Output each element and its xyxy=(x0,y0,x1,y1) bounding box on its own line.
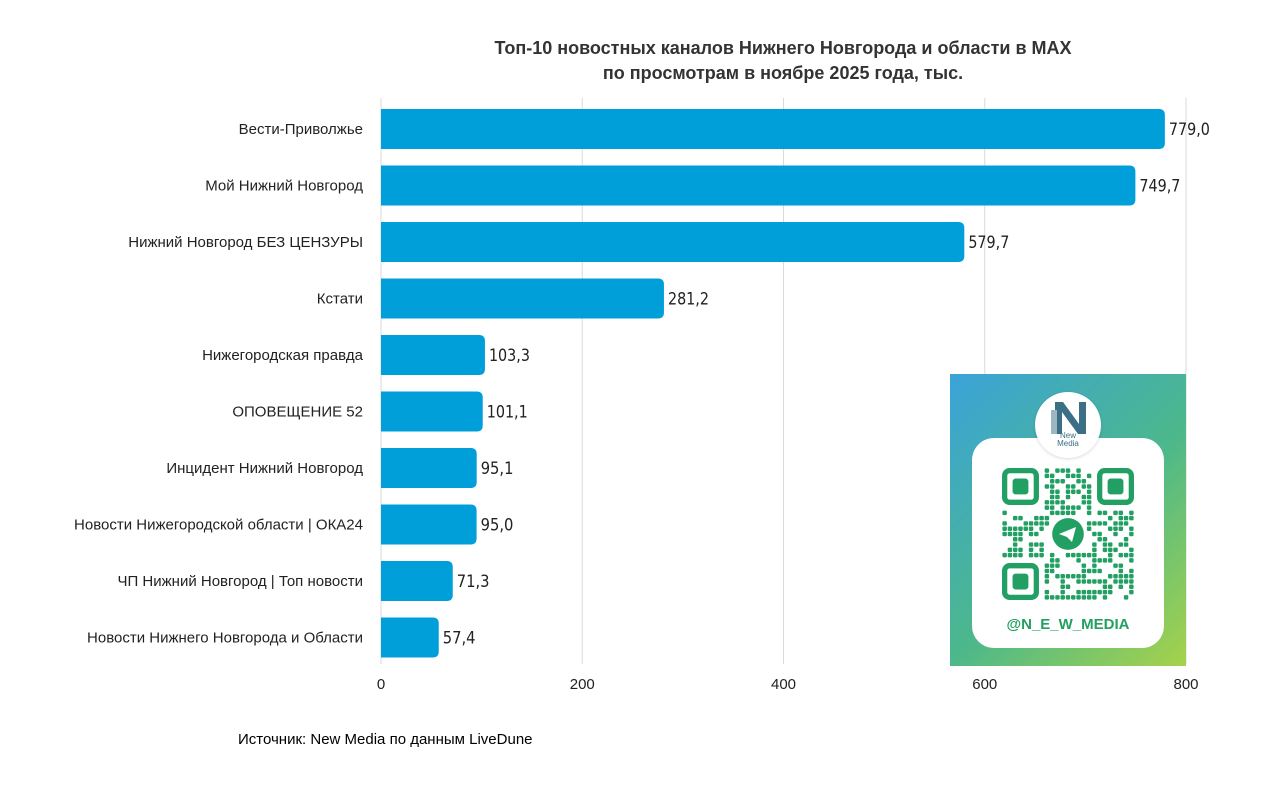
logo-n-icon xyxy=(1051,402,1086,434)
bar-row: Мой Нижний Новгород 749,7 xyxy=(205,165,1180,206)
value-label: 749,7 xyxy=(1139,177,1180,197)
x-axis: 0 200 400 600 800 xyxy=(377,676,1199,693)
category-label: Вести-Приволжье xyxy=(239,121,363,138)
bar xyxy=(381,504,477,545)
value-label: 103,3 xyxy=(489,346,530,366)
value-label: 101,1 xyxy=(487,403,528,423)
bar-row: Инцидент Нижний Новгород 95,1 xyxy=(166,448,513,488)
bar-row: Новости Нижнего Новгорода и Области 57,4 xyxy=(87,617,476,658)
bar-row: Нижегородская правда 103,3 xyxy=(202,335,530,375)
category-label: ЧП Нижний Новгород | Топ новости xyxy=(117,573,363,590)
category-label: Мой Нижний Новгород xyxy=(205,178,363,195)
value-label: 779,0 xyxy=(1169,120,1210,140)
value-label: 71,3 xyxy=(457,572,490,592)
category-label: Новости Нижегородской области | ОКА24 xyxy=(74,517,363,534)
x-tick-label: 600 xyxy=(972,676,997,693)
bar xyxy=(381,448,477,488)
bar xyxy=(381,391,483,432)
x-tick-label: 200 xyxy=(570,676,595,693)
bar-row: ОПОВЕЩЕНИЕ 52 101,1 xyxy=(232,391,528,432)
x-tick-label: 800 xyxy=(1173,676,1198,693)
bar xyxy=(381,278,664,319)
x-tick-label: 0 xyxy=(377,676,385,693)
category-label: Нижний Новгород БЕЗ ЦЕНЗУРЫ xyxy=(128,234,363,251)
chart-title-line-1: Топ-10 новостных каналов Нижнего Новгоро… xyxy=(494,38,1071,58)
bar-row: Кстати 281,2 xyxy=(317,278,709,319)
promo-banner: @N_E_W_MEDIA New Media xyxy=(950,374,1186,666)
value-label: 57,4 xyxy=(443,629,476,649)
bar-row: Новости Нижегородской области | ОКА24 95,… xyxy=(74,504,514,545)
qr-code-icon xyxy=(1002,468,1134,600)
logo-text-line-2: Media xyxy=(1057,439,1079,448)
logo-text-line-1: New xyxy=(1059,431,1076,440)
bar xyxy=(381,335,485,375)
category-label: Кстати xyxy=(317,291,363,308)
chart-title-line-2: по просмотрам в ноябре 2025 года, тыс. xyxy=(603,63,963,83)
bar xyxy=(381,222,965,262)
category-label: Инцидент Нижний Новгород xyxy=(166,460,363,477)
qr-card: @N_E_W_MEDIA xyxy=(972,438,1164,648)
new-media-logo: New Media xyxy=(1035,392,1101,458)
bar xyxy=(381,561,453,601)
bar xyxy=(381,109,1165,149)
bar-row: ЧП Нижний Новгород | Топ новости 71,3 xyxy=(117,561,490,601)
value-label: 579,7 xyxy=(968,233,1009,253)
value-label: 95,0 xyxy=(481,516,514,536)
channel-handle: @N_E_W_MEDIA xyxy=(1006,616,1130,633)
category-label: Нижегородская правда xyxy=(202,347,364,364)
x-tick-label: 400 xyxy=(771,676,796,693)
value-label: 281,2 xyxy=(668,290,709,310)
category-label: Новости Нижнего Новгорода и Области xyxy=(87,630,363,647)
bars: Вести-Приволжье 779,0 Мой Нижний Новгород 7… xyxy=(74,109,1210,658)
bar-row: Вести-Приволжье 779,0 xyxy=(239,109,1210,149)
source-note: Источник: New Media по данным LiveDune xyxy=(238,731,533,748)
bar xyxy=(381,617,439,658)
category-label: ОПОВЕЩЕНИЕ 52 xyxy=(232,404,363,421)
bar-row: Нижний Новгород БЕЗ ЦЕНЗУРЫ 579,7 xyxy=(128,222,1009,262)
value-label: 95,1 xyxy=(481,459,514,479)
bar xyxy=(381,165,1136,206)
